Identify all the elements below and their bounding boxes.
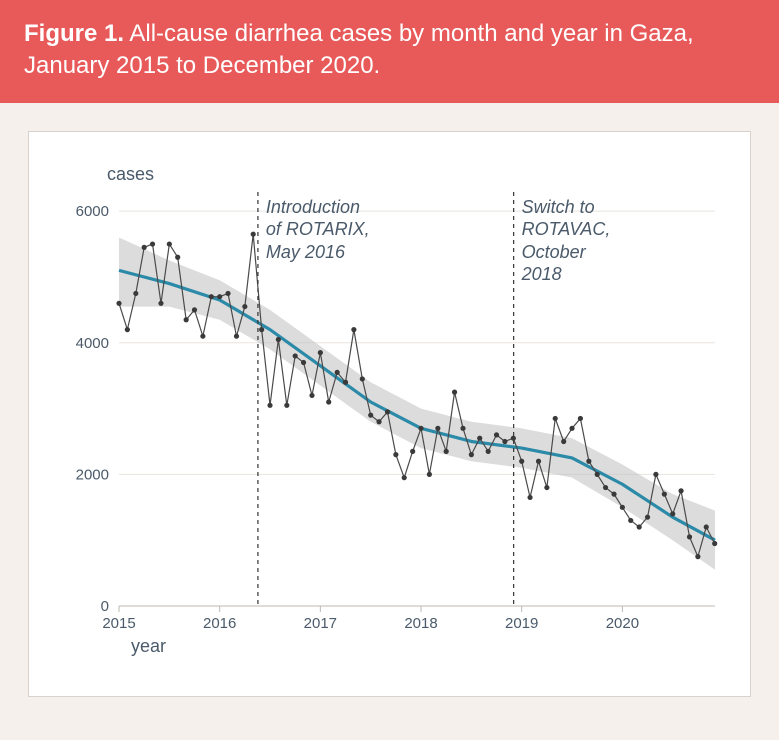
data-point: [376, 419, 381, 424]
data-point: [234, 333, 239, 338]
data-point: [544, 485, 549, 490]
svg-text:2018: 2018: [404, 615, 437, 632]
data-point: [444, 449, 449, 454]
svg-text:0: 0: [101, 598, 109, 615]
data-point: [242, 304, 247, 309]
figure-label: Figure 1.: [24, 20, 124, 47]
data-point: [628, 518, 633, 523]
data-point: [427, 472, 432, 477]
data-point: [645, 514, 650, 519]
data-point: [343, 379, 348, 384]
data-point: [368, 412, 373, 417]
svg-text:4000: 4000: [76, 335, 109, 352]
data-point: [158, 300, 163, 305]
data-point: [586, 458, 591, 463]
data-point: [653, 472, 658, 477]
data-point: [150, 241, 155, 246]
data-point: [142, 245, 147, 250]
data-point: [116, 300, 121, 305]
data-point: [595, 472, 600, 477]
data-point: [561, 439, 566, 444]
data-point: [209, 294, 214, 299]
line-chart: 0 2000 4000 6000 2015 2016 2017 2018 2019 2020: [47, 152, 727, 672]
data-point: [410, 449, 415, 454]
data-point: [486, 449, 491, 454]
data-point: [637, 524, 642, 529]
data-point: [402, 475, 407, 480]
data-point: [494, 432, 499, 437]
svg-text:2000: 2000: [76, 466, 109, 483]
data-point: [687, 534, 692, 539]
figure-title-text: All-cause diarrhea cases by month and ye…: [24, 20, 694, 79]
data-point: [276, 337, 281, 342]
confidence-band: [119, 237, 715, 569]
data-point: [527, 495, 532, 500]
event-annotation: Switch to ROTAVAC, October 2018: [522, 196, 611, 286]
data-point: [167, 241, 172, 246]
data-point: [326, 399, 331, 404]
data-point: [259, 327, 264, 332]
data-point: [620, 504, 625, 509]
data-point: [360, 376, 365, 381]
data-point: [460, 426, 465, 431]
data-point: [301, 360, 306, 365]
data-point: [133, 291, 138, 296]
data-point: [318, 350, 323, 355]
data-point: [477, 435, 482, 440]
data-point: [393, 452, 398, 457]
data-point: [293, 353, 298, 358]
data-point: [351, 327, 356, 332]
data-point: [251, 231, 256, 236]
data-point: [704, 524, 709, 529]
data-point: [192, 307, 197, 312]
event-annotation: Introduction of ROTARIX, May 2016: [266, 196, 370, 264]
data-point: [418, 426, 423, 431]
figure-container: Figure 1. All-cause diarrhea cases by mo…: [0, 0, 779, 737]
data-point: [309, 393, 314, 398]
svg-text:2017: 2017: [304, 615, 337, 632]
data-point: [603, 485, 608, 490]
data-point: [536, 458, 541, 463]
data-point: [267, 402, 272, 407]
data-point: [200, 333, 205, 338]
chart-panel: cases 0 2000 4000 6000 2015 2016 2017 2018 2019 2…: [28, 131, 751, 697]
data-point: [452, 389, 457, 394]
svg-text:2019: 2019: [505, 615, 538, 632]
svg-text:6000: 6000: [76, 203, 109, 220]
data-point: [553, 416, 558, 421]
data-point: [184, 317, 189, 322]
data-point: [611, 491, 616, 496]
data-point: [175, 254, 180, 259]
data-point: [502, 439, 507, 444]
data-point: [435, 426, 440, 431]
x-axis-title: year: [131, 636, 166, 657]
data-point: [578, 416, 583, 421]
svg-text:2015: 2015: [102, 615, 135, 632]
data-point: [284, 402, 289, 407]
data-point: [712, 541, 717, 546]
data-point: [670, 511, 675, 516]
data-point: [662, 491, 667, 496]
data-point: [469, 452, 474, 457]
data-point: [217, 294, 222, 299]
svg-text:2016: 2016: [203, 615, 236, 632]
data-point: [335, 370, 340, 375]
data-point: [569, 426, 574, 431]
data-point: [678, 488, 683, 493]
svg-text:2020: 2020: [606, 615, 639, 632]
data-point: [519, 458, 524, 463]
data-point: [695, 554, 700, 559]
data-point: [225, 291, 230, 296]
y-axis-title: cases: [107, 164, 154, 185]
data-point: [125, 327, 130, 332]
figure-title-bar: Figure 1. All-cause diarrhea cases by mo…: [0, 0, 779, 103]
data-point: [385, 409, 390, 414]
